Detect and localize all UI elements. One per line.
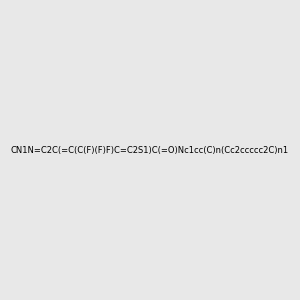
Text: CN1N=C2C(=C(C(F)(F)F)C=C2S1)C(=O)Nc1cc(C)n(Cc2ccccc2C)n1: CN1N=C2C(=C(C(F)(F)F)C=C2S1)C(=O)Nc1cc(C… bbox=[11, 146, 289, 154]
